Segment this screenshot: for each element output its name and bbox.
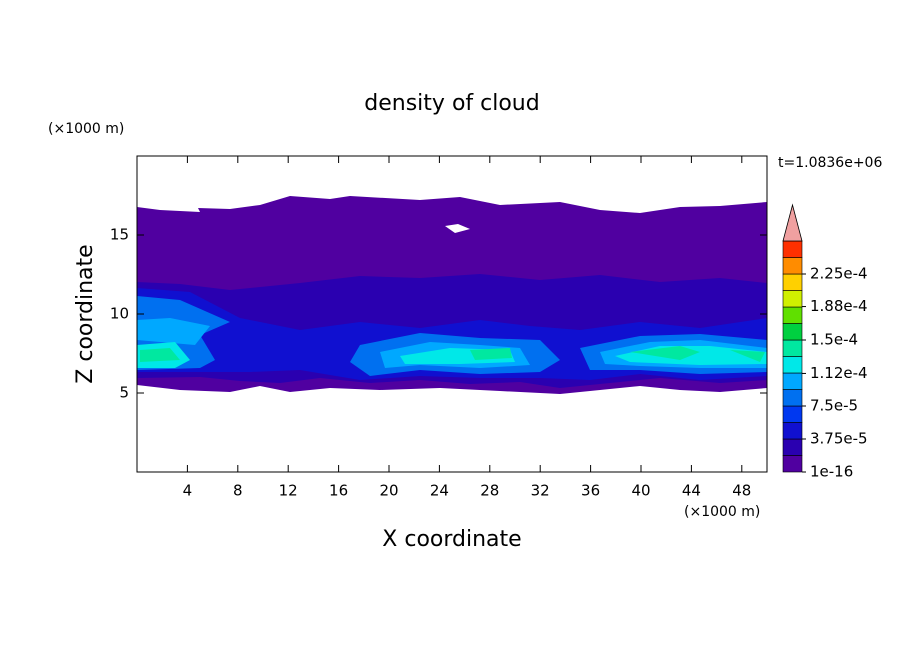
colorbar-box	[782, 438, 803, 456]
x-tick-label: 24	[430, 482, 449, 500]
colorbar-label: 2.25e-4	[810, 265, 868, 283]
x-tick-label: 16	[329, 482, 348, 500]
colorbar-box	[782, 405, 803, 423]
colorbar-label: 1.88e-4	[810, 297, 868, 315]
colorbar-box	[782, 257, 803, 275]
contour-band	[137, 318, 767, 368]
colorbar-label: 1.12e-4	[810, 364, 868, 382]
x-tick-label: 48	[732, 482, 751, 500]
colorbar-label: 1e-16	[810, 463, 853, 481]
x-tick-label: 28	[480, 482, 499, 500]
contour-field	[137, 196, 767, 394]
x-tick-label: 20	[379, 482, 398, 500]
x-tick-label: 12	[279, 482, 298, 500]
x-tick-label: 36	[581, 482, 600, 500]
colorbar-box	[782, 323, 803, 341]
colorbar-box	[782, 306, 803, 324]
colorbar-label: 3.75e-5	[810, 430, 868, 448]
colorbar-label: 7.5e-5	[810, 397, 858, 415]
x-tick-label: 32	[531, 482, 550, 500]
colorbar-box	[782, 240, 803, 258]
colorbar-box	[782, 372, 803, 390]
y-tick-label: 15	[110, 226, 129, 244]
y-unit: (×1000 m)	[48, 121, 124, 137]
colorbar-box	[782, 290, 803, 308]
contour-hole	[445, 224, 470, 233]
x-unit: (×1000 m)	[684, 504, 760, 520]
colorbar-box	[782, 455, 803, 473]
y-axis-label: Z coordinate	[73, 244, 98, 383]
colorbar-box	[782, 389, 803, 407]
x-tick-label: 4	[183, 482, 193, 500]
colorbar-box	[782, 273, 803, 291]
chart-title: density of cloud	[364, 91, 539, 116]
colorbar-box	[782, 339, 803, 357]
y-tick-label: 5	[119, 384, 129, 402]
x-tick-label: 44	[682, 482, 701, 500]
colorbar-box	[782, 422, 803, 440]
colorbar-over	[782, 203, 803, 242]
x-axis-label: X coordinate	[382, 527, 521, 552]
colorbar-label: 1.5e-4	[810, 331, 858, 349]
annotation: t=1.0836e+06	[778, 155, 882, 171]
y-tick-label: 10	[110, 305, 129, 323]
x-tick-label: 8	[233, 482, 243, 500]
contour-band	[137, 342, 767, 368]
colorbar-box	[782, 356, 803, 374]
x-tick-label: 40	[631, 482, 650, 500]
